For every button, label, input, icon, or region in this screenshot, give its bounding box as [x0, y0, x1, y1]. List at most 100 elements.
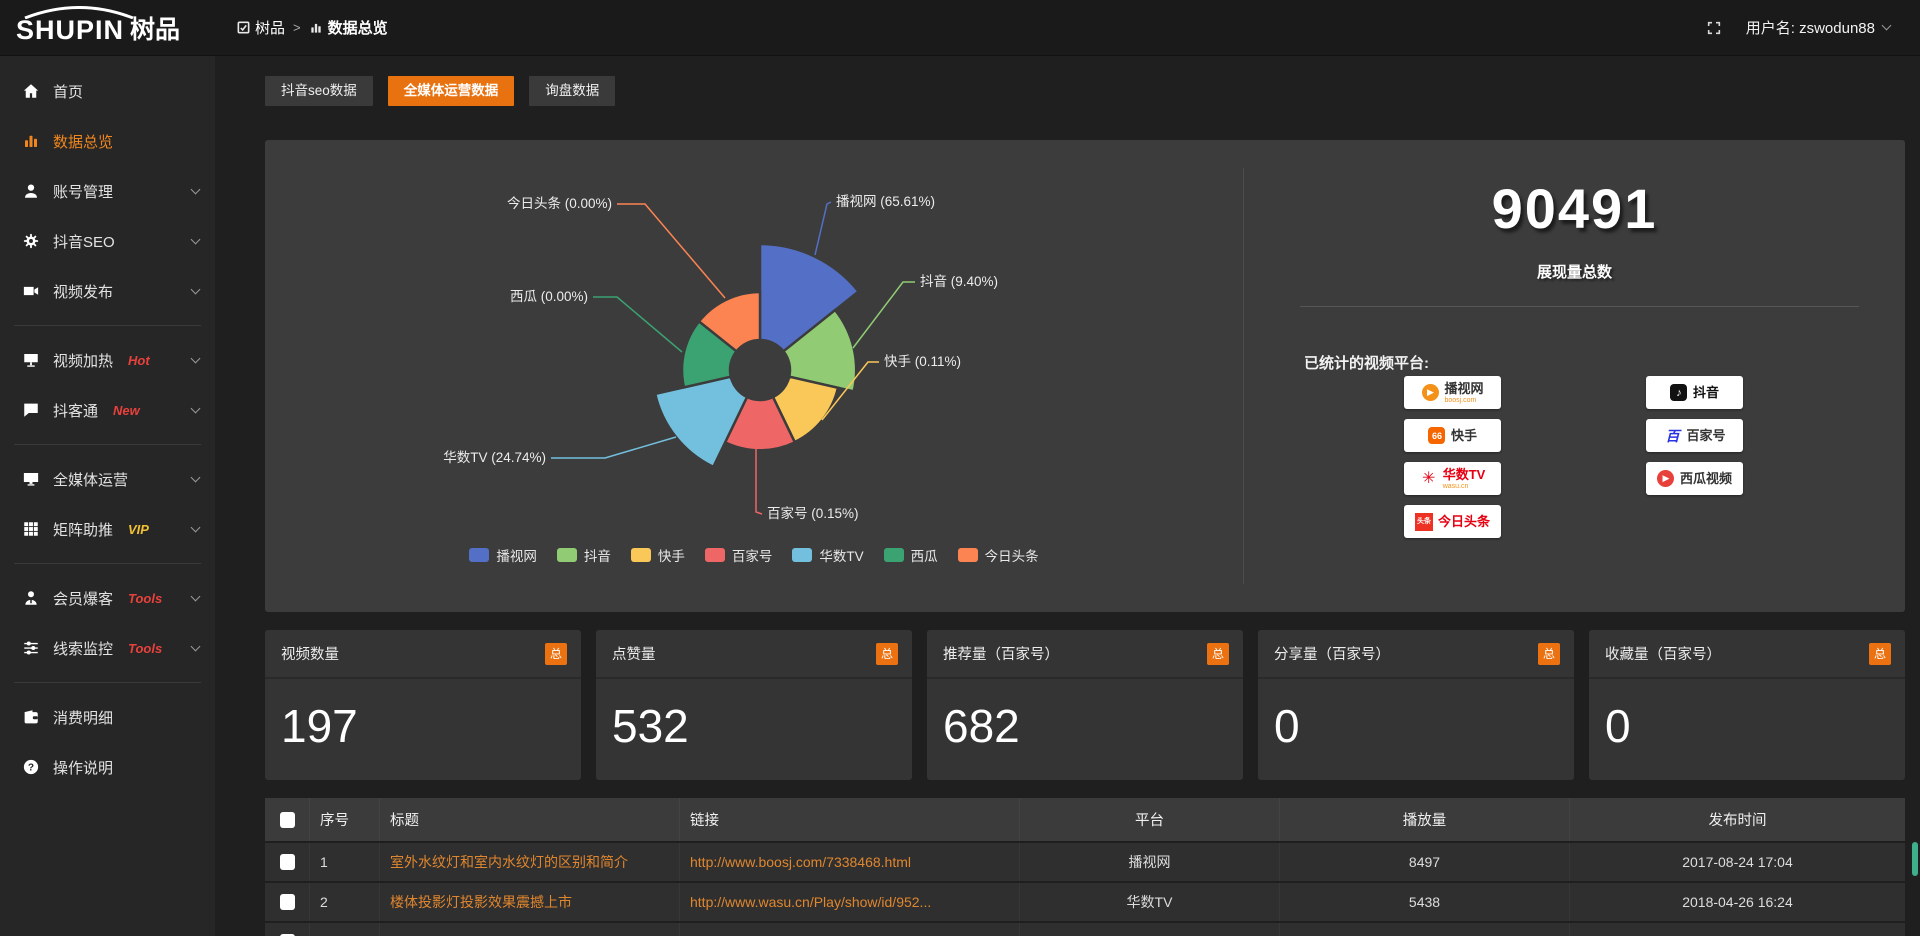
top-bar: SHUPIN 树品 树品 > 数据总览 用户名: zswodun88 [0, 0, 1920, 56]
breadcrumb-current[interactable]: 数据总览 [309, 17, 388, 38]
pie-slice-播视网[interactable] [758, 242, 861, 354]
platform-name-stack: 华数TV wasu.cn [1443, 468, 1486, 490]
sidebar-item-badge: New [113, 402, 140, 418]
platforms-title: 已统计的视频平台: [1304, 355, 1429, 372]
video-title-link[interactable]: 楼体投影灯投影效果震撼上市 [390, 894, 572, 910]
platform-badge-快手: 66 快手 [1404, 419, 1501, 452]
total-badge: 总 [545, 642, 567, 665]
legend-item-今日头条[interactable]: 今日头条 [957, 545, 1039, 565]
stat-card-header: 点赞量 总 [596, 630, 912, 679]
scrollbar-thumb[interactable] [1912, 842, 1918, 876]
platform-name: 快手 [1450, 428, 1477, 443]
select-all-checkbox[interactable] [279, 811, 295, 828]
sidebar-item-数据总览[interactable]: 数据总览 [0, 116, 215, 166]
legend-item-抖音[interactable]: 抖音 [556, 545, 611, 565]
sidebar-item-全媒体运营[interactable]: 全媒体运营 [0, 454, 215, 504]
stat-card-分享量（百家号）: 分享量（百家号） 总 0 [1258, 630, 1574, 780]
platform-name: 抖音 [1692, 385, 1719, 400]
platform-name: 今日头条 [1437, 514, 1490, 529]
pie-slice-华数TV[interactable] [653, 375, 749, 469]
label-leader-line [617, 203, 726, 299]
chevron-down-icon [190, 591, 201, 601]
pie-label-播视网: 播视网 (65.61%) [836, 194, 935, 209]
bar-chart-icon [310, 23, 321, 33]
breadcrumb-separator: > [293, 20, 301, 35]
xigua-icon: ▶ [1657, 470, 1675, 488]
chevron-down-icon [190, 522, 201, 532]
sidebar-item-抖音SEO[interactable]: 抖音SEO [0, 216, 215, 266]
logo-text: SHUPIN [16, 14, 125, 45]
platform-sub-label: wasu.cn [1442, 482, 1469, 490]
pie-label-抖音: 抖音 (9.40%) [920, 273, 998, 289]
sidebar-item-label: 数据总览 [53, 133, 114, 151]
stat-card-header: 收藏量（百家号） 总 [1589, 630, 1905, 679]
sidebar-item-label: 全媒体运营 [53, 471, 129, 489]
sidebar-item-label: 矩阵助推 [53, 521, 114, 539]
sidebar-item-视频加热[interactable]: 视频加热 Hot [0, 335, 215, 385]
label-leader-line [852, 281, 915, 349]
sidebar-item-视频发布[interactable]: 视频发布 [0, 266, 215, 316]
video-url-link[interactable]: http://www.wasu.cn/Play/show/id/952... [690, 894, 932, 910]
fullscreen-button[interactable] [1706, 20, 1722, 36]
toutiao-icon: 头条 [1414, 512, 1433, 531]
platform-name-stack: 快手 [1451, 429, 1477, 442]
legend-item-华数TV[interactable]: 华数TV [792, 545, 864, 565]
pie-slice-西瓜[interactable] [680, 319, 739, 389]
platform-sub-label: boosj.com [1444, 396, 1477, 404]
cell-time: 2018-04-26 16:24 [1682, 894, 1793, 910]
sidebar-item-消费明细[interactable]: 消费明细 [0, 692, 215, 742]
legend-item-播视网[interactable]: 播视网 [469, 545, 537, 565]
sidebar-divider [14, 563, 201, 564]
platform-name: 西瓜视频 [1679, 471, 1732, 486]
legend-swatch [556, 548, 577, 562]
row-checkbox[interactable] [279, 894, 295, 910]
sidebar-item-会员爆客[interactable]: 会员爆客 Tools [0, 573, 215, 623]
row-checkbox[interactable] [279, 854, 295, 870]
pie-slice-快手[interactable] [771, 375, 840, 444]
tab-全媒体运营数据[interactable]: 全媒体运营数据 [387, 76, 515, 106]
user-menu[interactable]: 用户名: zswodun88 [1746, 17, 1892, 38]
sidebar-item-抖客通[interactable]: 抖客通 New [0, 385, 215, 435]
bar-chart-icon [22, 132, 40, 150]
stat-card-推荐量（百家号）: 推荐量（百家号） 总 682 [927, 630, 1243, 780]
row-checkbox[interactable] [279, 934, 295, 936]
sidebar-item-label: 线索监控 [53, 640, 114, 658]
logo-text-cn: 树品 [130, 15, 181, 44]
stat-card-value: 0 [1274, 700, 1300, 752]
video-url-link[interactable]: http://www.boosj.com/7338468.html [690, 854, 912, 870]
platform-name: 播视网 [1444, 380, 1484, 396]
panel-divider [1243, 168, 1244, 584]
legend-item-百家号[interactable]: 百家号 [704, 545, 772, 565]
pie-slice-抖音[interactable] [781, 308, 858, 393]
sidebar: 首页数据总览账号管理抖音SEO 视频发布视频加热 Hot 抖客通 New 全媒体运营矩阵助… [0, 56, 215, 936]
sidebar-item-矩阵助推[interactable]: 矩阵助推 VIP [0, 504, 215, 554]
douyin-icon: ♪ [1670, 384, 1688, 402]
sidebar-item-账号管理[interactable]: 账号管理 [0, 166, 215, 216]
tab-抖音seo数据[interactable]: 抖音seo数据 [265, 76, 373, 106]
column-header: 链接 [680, 798, 1020, 841]
platform-badge-西瓜视频: ▶ 西瓜视频 [1646, 462, 1743, 495]
chevron-down-icon [190, 641, 201, 651]
sidebar-item-label: 抖音SEO [53, 233, 115, 251]
legend-item-西瓜[interactable]: 西瓜 [883, 545, 938, 565]
legend-item-快手[interactable]: 快手 [630, 545, 685, 565]
breadcrumb-root[interactable]: 树品 [237, 17, 285, 38]
sidebar-item-首页[interactable]: 首页 [0, 66, 215, 116]
cell-plays: 8497 [1280, 843, 1570, 881]
chevron-down-icon [190, 184, 201, 194]
chevron-down-icon [190, 472, 201, 482]
label-leader-line [814, 201, 832, 256]
video-title-link[interactable]: 室外水纹灯和室内水纹灯的区别和简介 [390, 854, 628, 870]
stat-card-value: 197 [281, 700, 358, 752]
label-leader-line [593, 296, 683, 353]
summary-panel: 90491 展现量总数 已统计的视频平台: ▶ 播视网 boosj.com 66 快手 ✳… [1244, 140, 1905, 612]
sidebar-item-线索监控[interactable]: 线索监控 Tools [0, 623, 215, 673]
tab-询盘数据[interactable]: 询盘数据 [529, 76, 616, 106]
pie-slice-百家号[interactable] [723, 395, 797, 452]
pie-slice-今日头条[interactable] [697, 290, 762, 354]
cell-empty [310, 923, 380, 936]
sidebar-item-操作说明[interactable]: ? 操作说明 [0, 742, 215, 792]
platform-badge-播视网: ▶ 播视网 boosj.com [1404, 376, 1501, 409]
platform-badges-right: ♪ 抖音百百家号 ▶ 西瓜视频 [1646, 376, 1743, 495]
total-impressions-label: 展现量总数 [1536, 264, 1612, 281]
